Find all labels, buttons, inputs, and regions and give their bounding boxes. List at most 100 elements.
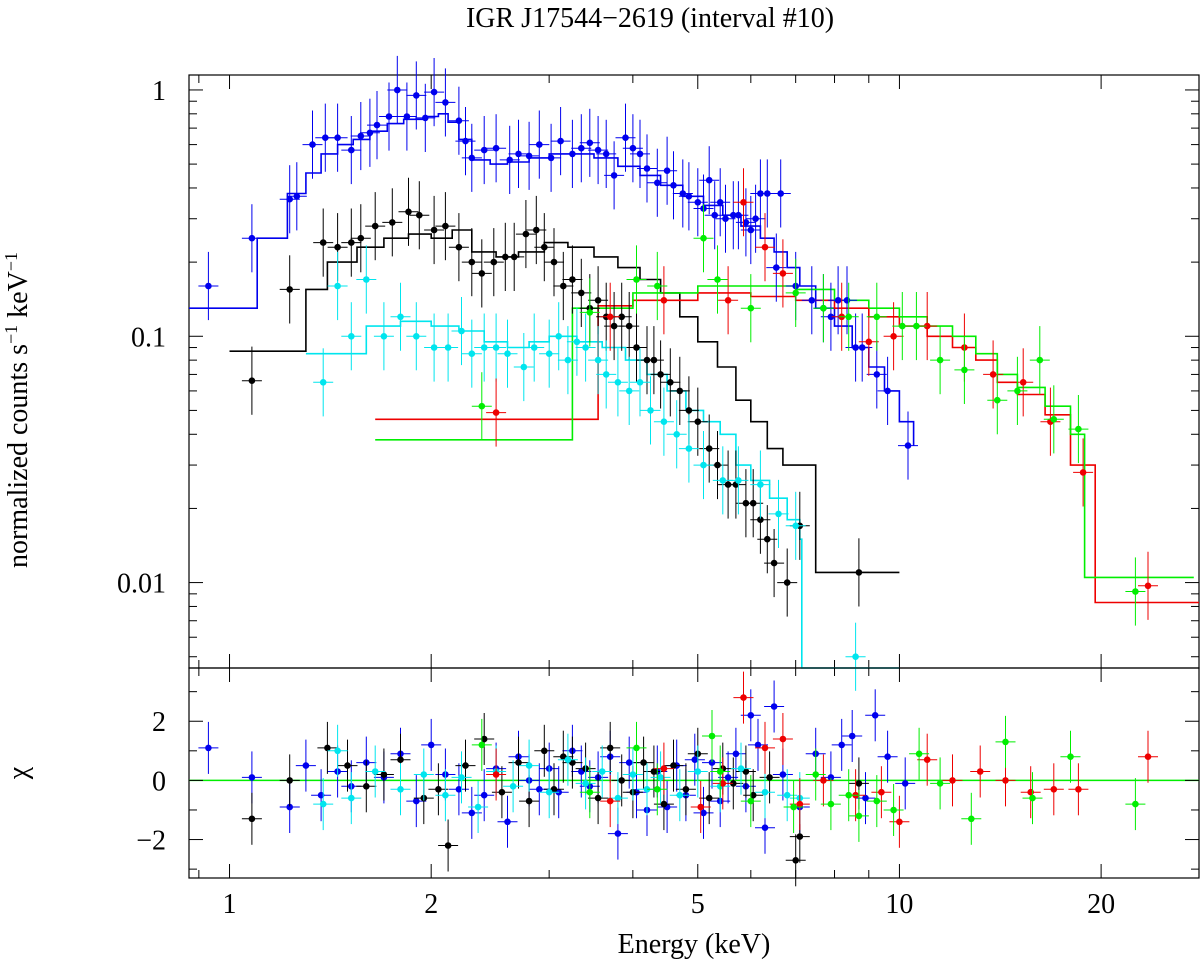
blue-data-point [728,181,749,250]
green-data-point [1007,356,1028,425]
blue-data-point [735,188,756,257]
blue-data-point [710,168,731,237]
red-data-point [733,671,754,724]
red-data-point [718,266,739,335]
cyan-data-point [313,348,334,417]
cyan-data-point [486,313,507,382]
cyan-data-point [730,742,751,795]
residual-points [198,671,1158,887]
cyan-data-point [373,302,394,371]
ylabel-sup1: −1 [1,325,21,344]
green-data-point [1060,730,1081,783]
blue-data-point [486,114,507,183]
black-data-point [534,724,555,777]
cyan-data-point [557,326,578,395]
blue-data-point [562,119,583,188]
green-series [471,204,1146,626]
black-data-point [699,414,720,483]
residual-panel: −2 0 2 χ [3,667,1200,887]
black-data-point [699,772,720,825]
blue-data-point [508,119,529,188]
cyan-model [305,320,900,669]
blue-data-point [604,141,625,210]
green-data-point [647,251,668,321]
blue-data-point [421,718,442,771]
top-panel-ticks [189,75,1199,668]
black-data-point [508,736,529,789]
blue-data-point [198,251,219,321]
black-data-point [534,213,555,282]
blue-data-point [387,55,408,124]
blue-data-point [693,786,714,839]
cyan-data-point [513,333,534,402]
blue-data-point [499,125,520,194]
cyan-data-point [524,313,545,382]
blue-data-point [455,107,476,176]
cyan-data-point [575,313,596,382]
black-data-point [373,748,394,801]
blue-data-point [764,680,785,733]
red-data-point [917,292,938,361]
green-data-point [909,727,930,780]
black-data-point [663,739,684,792]
cyan-data-point [327,724,348,777]
black-data-point [341,208,362,277]
top-y-tick-labels: 0.01 0.1 1 [117,76,166,600]
red-series [486,671,1158,848]
green-data-point [785,258,806,327]
blue-data-point [367,91,387,160]
red-data-point [772,239,793,308]
blue-data-point [396,82,417,151]
black-data-point [600,721,621,774]
red-data-point [755,721,775,774]
cyan-data-point [519,739,540,792]
cyan-data-point [693,431,714,500]
blue-data-point [837,266,857,335]
blue-data-point [415,83,436,152]
green-data-point [848,789,869,842]
cyan-data-point [438,313,459,382]
cyan-data-point [451,751,472,804]
blue-data-point [877,356,898,425]
green-data-point [783,781,804,833]
black-data-point [365,192,386,261]
black-data-point [785,834,806,887]
red-data-point [942,754,963,807]
green-data-point [693,204,714,273]
green-data-point [710,745,731,798]
red-data-point [917,733,938,786]
green-data-point [930,326,951,395]
bottom-panel-frame [188,667,1200,879]
blue-data-point [529,110,550,179]
red-data-point [755,213,775,282]
y-tick-label: 0.01 [117,569,166,600]
black-data-point [544,763,564,816]
green-data-point [740,775,761,828]
blue-data-point [474,769,495,822]
green-model [375,285,1194,579]
red-data-point [712,757,733,810]
y-tick-label: 0.1 [131,322,166,353]
red-data-point [486,748,507,801]
red-data-point [1043,763,1064,816]
blue-data-point [757,159,778,228]
green-data-point [579,278,600,347]
green-data-point [1125,557,1146,626]
green-data-point [471,372,492,441]
blue-data-point [770,159,791,228]
cyan-data-point [777,769,798,822]
blue-data-point [637,134,658,203]
cyan-data-point [653,387,674,456]
black-model [229,229,900,574]
black-data-point [313,208,334,277]
y-tick-label: −2 [136,826,166,857]
green-data-point [626,721,647,774]
cyan-data-point [666,400,687,469]
green-data-point [954,335,975,404]
green-data-point [961,792,982,845]
blue-data-point [663,151,684,220]
cyan-data-point [390,763,411,816]
cyan-data-point [785,491,806,560]
